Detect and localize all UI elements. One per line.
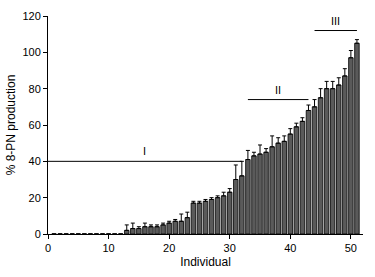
svg-text:0: 0 (35, 228, 41, 240)
svg-text:40: 40 (284, 242, 296, 254)
svg-text:40: 40 (29, 155, 41, 167)
svg-text:I: I (143, 145, 146, 157)
svg-text:20: 20 (29, 192, 41, 204)
svg-text:50: 50 (345, 242, 357, 254)
svg-text:Individual: Individual (180, 255, 231, 269)
svg-text:80: 80 (29, 83, 41, 95)
svg-text:% 8-PN production: % 8-PN production (4, 75, 18, 176)
svg-text:60: 60 (29, 119, 41, 131)
svg-text:10: 10 (102, 242, 114, 254)
svg-text:100: 100 (22, 46, 40, 58)
svg-text:III: III (331, 15, 340, 27)
svg-text:II: II (275, 84, 281, 96)
svg-text:120: 120 (22, 10, 40, 22)
svg-text:30: 30 (224, 242, 236, 254)
svg-text:20: 20 (163, 242, 175, 254)
svg-text:0: 0 (45, 242, 51, 254)
